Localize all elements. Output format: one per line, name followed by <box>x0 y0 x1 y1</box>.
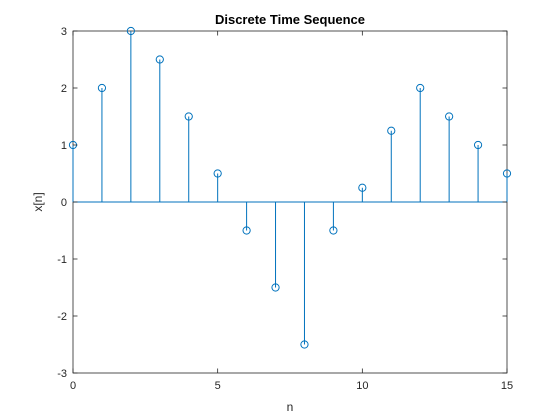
y-tick-label: 3 <box>61 26 67 38</box>
y-tick-label: -3 <box>57 368 67 380</box>
y-tick-label: 0 <box>61 197 67 209</box>
y-tick-label: -2 <box>57 311 67 323</box>
x-tick-label: 5 <box>215 380 221 392</box>
y-tick-label: -1 <box>57 254 67 266</box>
y-tick-label: 2 <box>61 83 67 95</box>
x-axis-label: n <box>287 400 294 414</box>
y-axis-label: x[n] <box>31 192 45 211</box>
axis-ticks: 0 5 10 15 -3 -2 -1 0 1 2 3 <box>57 26 513 392</box>
y-tick-label: 1 <box>61 140 67 152</box>
x-tick-label: 15 <box>501 380 513 392</box>
x-tick-label: 0 <box>70 380 76 392</box>
x-tick-label: 10 <box>356 380 368 392</box>
chart-title: Discrete Time Sequence <box>215 12 365 27</box>
plot-area <box>69 27 510 373</box>
